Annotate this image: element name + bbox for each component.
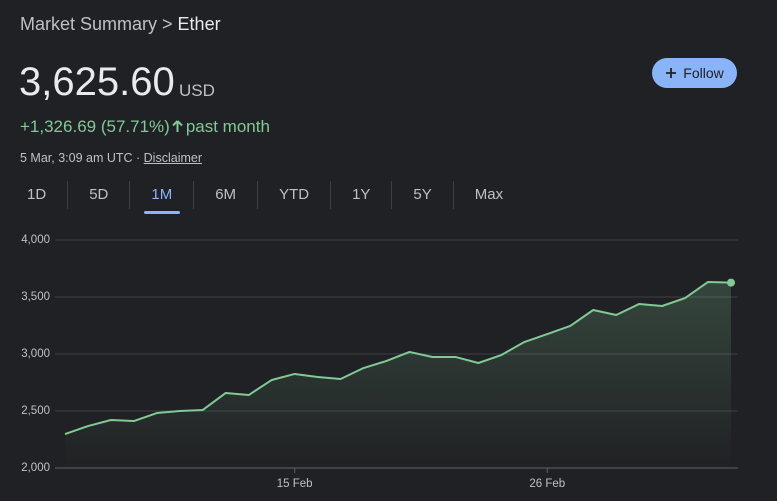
up-arrow xyxy=(172,120,183,132)
range-tab[interactable]: 1M xyxy=(130,181,195,214)
y-tick-label: 3,500 xyxy=(21,291,50,303)
breadcrumb-link[interactable]: Market Summary xyxy=(20,14,158,34)
timestamp: 5 Mar, 3:09 am UTC xyxy=(20,151,133,165)
price: 3,625.60 xyxy=(19,60,175,104)
change-value: +1,326.69 (57.71%) xyxy=(20,117,170,136)
range-tab[interactable]: 5D xyxy=(68,181,131,209)
asset-name: Ether xyxy=(177,14,221,34)
breadcrumb: Market Summary > Ether xyxy=(20,14,221,34)
plus-icon xyxy=(666,68,677,78)
follow-button[interactable]: Follow xyxy=(652,58,737,88)
disclaimer-link[interactable]: Disclaimer xyxy=(143,151,202,165)
change-period: past month xyxy=(185,117,270,136)
area xyxy=(65,281,731,468)
range-tab[interactable]: YTD xyxy=(258,181,332,209)
range-tab[interactable]: 1Y xyxy=(331,181,393,209)
range-tabs: 1D 5D 1M 6M YTD 1Y 5Y Max xyxy=(6,181,524,214)
last-point xyxy=(727,278,735,287)
y-tick-label: 4,000 xyxy=(21,234,50,246)
range-tab[interactable]: Max xyxy=(474,186,504,203)
range-tab[interactable]: 5Y xyxy=(392,181,454,209)
timestamp-row: 5 Mar, 3:09 am UTC · Disclaimer xyxy=(20,151,202,165)
y-tick-label: 3,000 xyxy=(21,348,50,360)
change: +1,326.69 (57.71%) past month xyxy=(20,117,270,137)
currency: USD xyxy=(179,81,215,100)
range-tab[interactable]: 6M xyxy=(194,181,259,209)
y-tick-label: 2,000 xyxy=(21,462,50,474)
follow-label: Follow xyxy=(683,65,724,81)
x-tick-label: 15 Feb xyxy=(277,478,313,490)
x-tick-label: 26 Feb xyxy=(529,478,565,490)
range-tab[interactable]: 1D xyxy=(6,181,69,209)
price-line xyxy=(64,280,732,435)
y-tick-label: 2,500 xyxy=(21,405,50,417)
